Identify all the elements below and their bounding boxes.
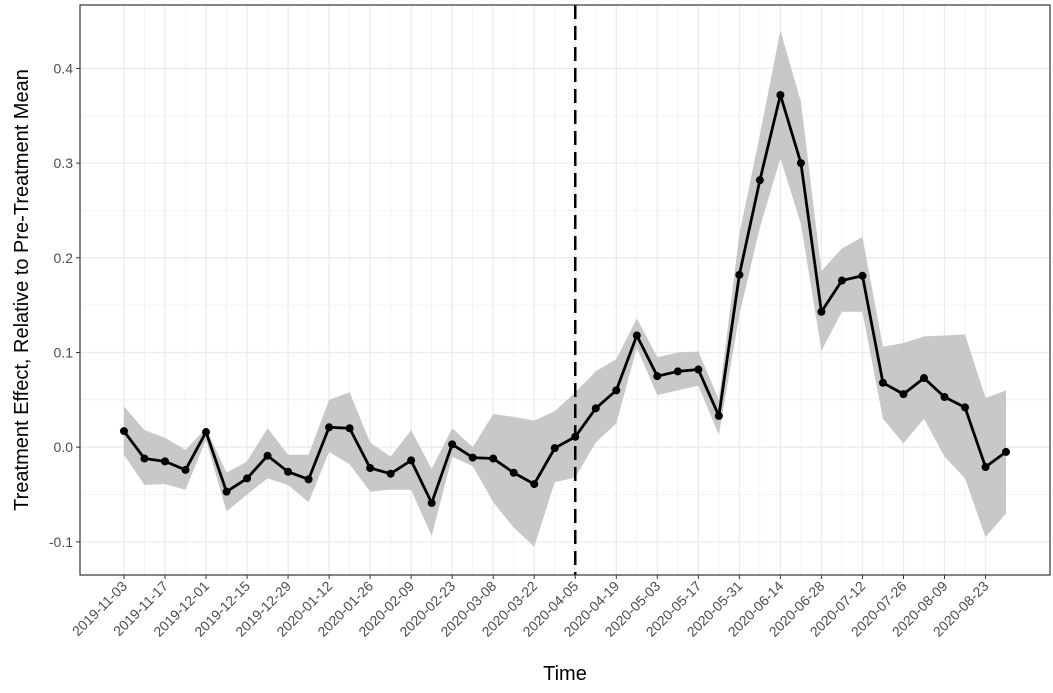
point bbox=[961, 403, 970, 412]
point bbox=[653, 372, 662, 381]
confidence-band bbox=[123, 30, 1007, 547]
y-tick-label: 0.3 bbox=[54, 155, 74, 171]
y-tick-label: 0.1 bbox=[54, 344, 74, 360]
point bbox=[878, 378, 887, 387]
point bbox=[140, 454, 149, 463]
point bbox=[817, 307, 826, 316]
point bbox=[550, 444, 559, 453]
point bbox=[407, 456, 416, 465]
point bbox=[366, 464, 375, 473]
point bbox=[202, 428, 211, 437]
point bbox=[468, 453, 477, 462]
y-tick-label: -0.1 bbox=[49, 534, 73, 550]
point bbox=[304, 475, 313, 484]
point bbox=[284, 467, 293, 476]
point bbox=[181, 465, 190, 474]
point bbox=[694, 365, 703, 374]
point bbox=[160, 457, 169, 466]
y-tick-label: 0.4 bbox=[54, 60, 74, 76]
plot-border bbox=[79, 4, 1051, 576]
point bbox=[612, 386, 621, 395]
point bbox=[1002, 447, 1011, 456]
point bbox=[448, 440, 457, 449]
point bbox=[427, 499, 436, 508]
y-axis-title: Treatment Effect, Relative to Pre-Treatm… bbox=[11, 69, 33, 511]
point bbox=[325, 423, 334, 432]
point bbox=[837, 276, 846, 285]
point bbox=[243, 474, 252, 483]
point bbox=[571, 432, 580, 441]
point bbox=[489, 454, 498, 463]
y-tick-label: 0.0 bbox=[54, 439, 74, 455]
point bbox=[919, 374, 928, 383]
point bbox=[899, 390, 908, 399]
point bbox=[981, 463, 990, 472]
point bbox=[530, 480, 539, 489]
point bbox=[263, 451, 272, 460]
point bbox=[345, 424, 354, 433]
point bbox=[776, 90, 785, 99]
point bbox=[796, 159, 805, 168]
point bbox=[673, 367, 682, 376]
point bbox=[222, 487, 231, 496]
point bbox=[591, 404, 600, 413]
point bbox=[386, 469, 395, 478]
point bbox=[632, 331, 641, 340]
point bbox=[714, 411, 723, 420]
point bbox=[735, 270, 744, 279]
point bbox=[858, 271, 867, 280]
point bbox=[119, 427, 128, 436]
y-tick-label: 0.2 bbox=[54, 250, 74, 266]
point bbox=[940, 392, 949, 401]
point bbox=[509, 468, 518, 477]
point bbox=[755, 176, 764, 185]
x-axis-title: Time bbox=[543, 663, 587, 685]
